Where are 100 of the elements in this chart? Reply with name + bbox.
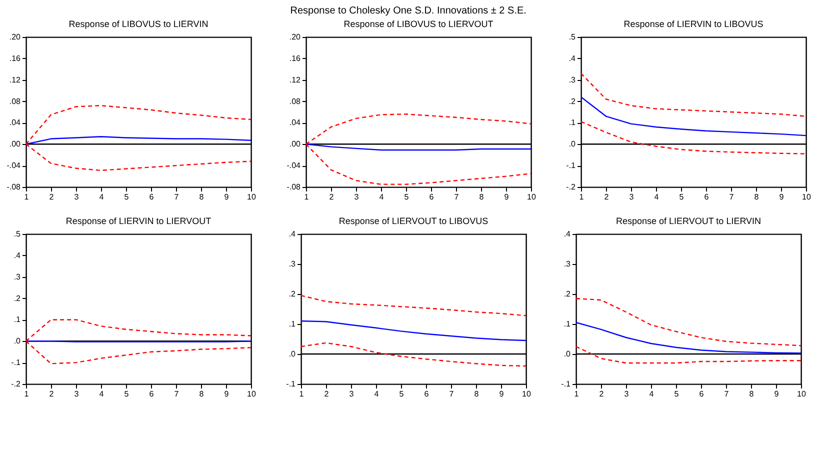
x-tick-label: 1 [304, 192, 310, 202]
x-tick-label: 2 [324, 390, 330, 398]
y-tick-label: .5 [568, 32, 576, 42]
y-tick-label: .0 [288, 350, 296, 358]
y-tick-label: -.1 [561, 380, 572, 388]
y-tick-label: .1 [288, 320, 296, 328]
y-tick-label: .4 [14, 250, 22, 260]
x-tick-label: 4 [99, 390, 104, 398]
line-series [581, 121, 806, 154]
x-tick-label: 8 [474, 390, 480, 398]
y-tick-label: -.04 [6, 161, 22, 170]
x-tick-label: 7 [449, 390, 454, 398]
line-series [301, 342, 526, 367]
y-tick-label: -.08 [6, 182, 22, 192]
x-tick-label: 3 [349, 390, 354, 398]
line-series [576, 322, 801, 354]
x-tick-label: 7 [729, 192, 734, 202]
y-tick-label: .12 [9, 75, 22, 84]
y-tick-label: -.2 [11, 380, 22, 388]
x-tick-label: 6 [424, 390, 430, 398]
x-tick-label: 5 [404, 192, 410, 202]
x-tick-label: 10 [247, 390, 256, 398]
x-tick-label: 4 [654, 192, 660, 202]
y-tick-label: .4 [568, 54, 576, 63]
x-tick-label: 1 [299, 390, 304, 398]
x-tick-label: 2 [329, 192, 334, 202]
chart-title: Response of LIERVOUT to LIERVIN [616, 216, 762, 226]
y-tick-label: .0 [14, 336, 22, 346]
x-tick-label: 8 [754, 192, 760, 202]
x-tick-label: 1 [579, 192, 584, 202]
y-tick-label: .3 [568, 75, 576, 84]
y-tick-label: .16 [289, 54, 302, 63]
x-tick-label: 5 [124, 192, 130, 202]
y-tick-label: .04 [289, 118, 302, 128]
x-tick-label: 5 [679, 192, 684, 202]
y-tick-label: .3 [564, 260, 572, 268]
x-tick-label: 8 [199, 390, 204, 398]
y-tick-label: .3 [14, 272, 22, 282]
x-tick-label: 3 [624, 390, 630, 398]
x-tick-label: 6 [149, 390, 154, 398]
x-tick-label: 4 [649, 390, 654, 398]
x-tick-label: 7 [174, 192, 180, 202]
x-tick-label: 10 [802, 192, 812, 202]
x-tick-label: 5 [399, 390, 404, 398]
x-tick-label: 7 [454, 192, 460, 202]
x-tick-label: 1 [24, 390, 30, 398]
x-tick-label: 1 [24, 192, 30, 202]
x-tick-label: 9 [499, 390, 504, 398]
x-tick-label: 4 [379, 192, 384, 202]
x-tick-label: 3 [74, 390, 80, 398]
x-tick-label: 6 [704, 192, 710, 202]
y-tick-label: -.1 [11, 358, 22, 368]
x-tick-label: 3 [354, 192, 360, 202]
y-tick-label: .20 [9, 32, 22, 42]
x-tick-label: 8 [749, 390, 754, 398]
x-tick-label: 10 [522, 390, 532, 398]
x-tick-label: 4 [374, 390, 380, 398]
x-tick-label: 3 [629, 192, 634, 202]
line-series [576, 346, 801, 364]
x-tick-label: 2 [599, 390, 604, 398]
y-tick-label: .5 [14, 230, 22, 238]
chart-title: Response of LIBOVUS to LIERVOUT [344, 19, 494, 29]
y-tick-label: .2 [14, 294, 22, 303]
y-tick-label: .4 [564, 230, 572, 238]
y-tick-label: .04 [9, 118, 22, 128]
y-tick-label: .1 [564, 320, 572, 328]
y-tick-label: .00 [289, 140, 302, 149]
y-tick-label: .08 [9, 96, 22, 106]
x-tick-label: 6 [699, 390, 704, 398]
y-tick-label: .2 [564, 290, 572, 298]
y-tick-label: .2 [288, 290, 296, 298]
text: Response to Cholesky One S.D. Innovations ± 2 S.E. [290, 5, 526, 16]
x-tick-label: 10 [527, 192, 536, 202]
x-tick-label: 4 [99, 192, 104, 202]
line-series [301, 320, 526, 342]
y-tick-label: .0 [564, 350, 572, 358]
chart-title: Response of LIERVIN to LIERVOUT [66, 216, 212, 226]
y-tick-label: .1 [14, 315, 22, 324]
y-tick-label: .08 [289, 96, 302, 106]
x-tick-label: 1 [574, 390, 580, 398]
x-tick-label: 9 [224, 192, 230, 202]
y-tick-label: .12 [289, 75, 302, 84]
chart-title: Response of LIERVOUT to LIBOVUS [338, 216, 488, 226]
x-tick-label: 8 [479, 192, 484, 202]
x-tick-label: 5 [124, 390, 130, 398]
line-series [301, 294, 526, 316]
y-tick-label: .16 [9, 54, 22, 63]
line-series [576, 298, 801, 346]
x-tick-label: 2 [604, 192, 610, 202]
y-tick-label: .0 [568, 140, 576, 149]
x-tick-label: 7 [174, 390, 180, 398]
y-tick-label: .1 [568, 118, 576, 128]
y-tick-label: .00 [9, 140, 22, 149]
x-tick-label: 7 [724, 390, 730, 398]
x-tick-label: 6 [149, 192, 154, 202]
x-tick-label: 3 [74, 192, 80, 202]
x-tick-label: 9 [774, 390, 780, 398]
x-tick-label: 9 [504, 192, 510, 202]
x-tick-label: 6 [429, 192, 434, 202]
y-tick-label: -.04 [286, 161, 302, 170]
